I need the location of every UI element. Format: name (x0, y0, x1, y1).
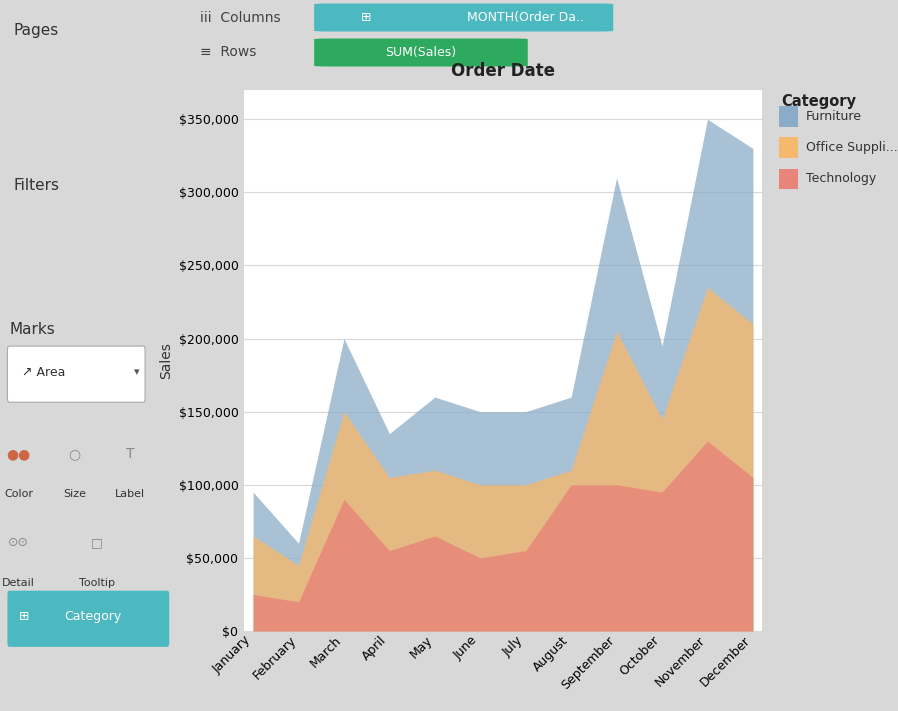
Y-axis label: Sales: Sales (159, 342, 173, 379)
FancyBboxPatch shape (7, 346, 145, 402)
Text: Tooltip: Tooltip (79, 577, 115, 588)
Text: Office Suppli...: Office Suppli... (806, 141, 897, 154)
Title: Order Date: Order Date (451, 62, 555, 80)
Text: T: T (126, 447, 135, 461)
Text: ≡  Rows: ≡ Rows (200, 46, 257, 60)
Text: ●●: ●● (6, 447, 31, 461)
Text: iii  Columns: iii Columns (200, 11, 281, 24)
Text: Pages: Pages (13, 23, 58, 38)
FancyBboxPatch shape (779, 137, 798, 159)
Text: □: □ (91, 536, 102, 549)
Text: SUM(Sales): SUM(Sales) (385, 46, 456, 59)
Text: Furniture: Furniture (806, 110, 861, 123)
FancyBboxPatch shape (314, 38, 528, 67)
FancyBboxPatch shape (7, 591, 169, 647)
FancyBboxPatch shape (314, 4, 613, 31)
Text: Detail: Detail (2, 577, 35, 588)
Text: ⊞: ⊞ (360, 11, 371, 24)
Text: Color: Color (4, 489, 33, 499)
Text: ○: ○ (68, 447, 81, 461)
Text: ▾: ▾ (134, 367, 139, 377)
Text: Technology: Technology (806, 173, 876, 186)
Text: Size: Size (63, 489, 86, 499)
Text: ⊙⊙: ⊙⊙ (8, 536, 29, 549)
FancyBboxPatch shape (779, 169, 798, 189)
Text: Label: Label (115, 489, 145, 499)
Text: Category: Category (65, 610, 121, 624)
FancyBboxPatch shape (779, 106, 798, 127)
Text: ↗ Area: ↗ Area (22, 365, 66, 379)
Text: MONTH(Order Da..: MONTH(Order Da.. (467, 11, 585, 24)
Text: Marks: Marks (9, 322, 55, 337)
Text: Category: Category (781, 95, 857, 109)
Text: Filters: Filters (13, 178, 59, 193)
Text: ⊞: ⊞ (19, 610, 29, 624)
